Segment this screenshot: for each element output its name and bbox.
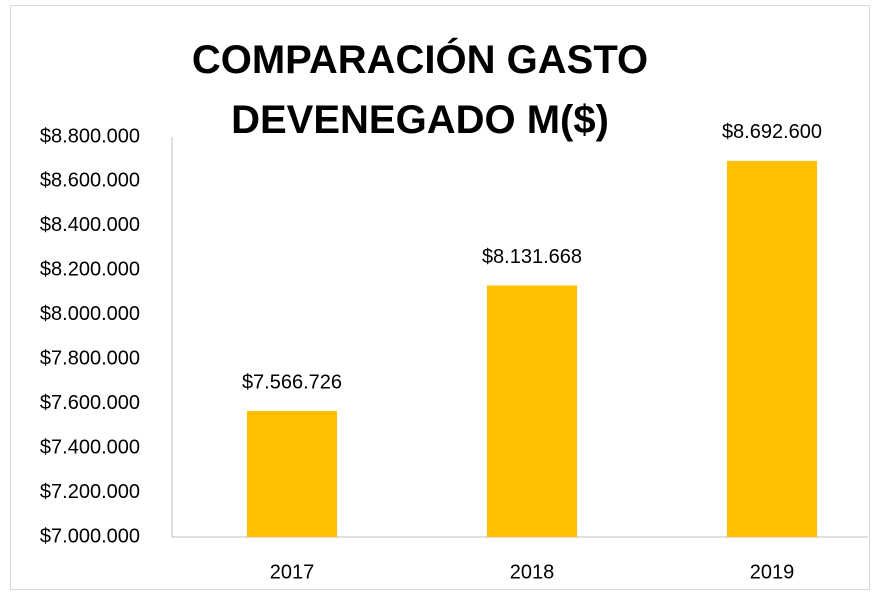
y-tick-label: $8.200.000 [40,259,140,281]
y-tick-label: $7.200.000 [40,481,140,503]
y-tick-label: $8.000.000 [40,303,140,325]
y-tick-label: $7.400.000 [40,436,140,458]
x-tick-label: 2018 [510,561,555,583]
y-tick-label: $8.800.000 [40,125,140,147]
bar [487,285,577,537]
chart-border [10,5,870,590]
x-tick-label: 2017 [270,561,315,583]
data-label: $8.131.668 [482,246,582,268]
y-tick-label: $8.400.000 [40,214,140,236]
y-tick-label: $7.800.000 [40,348,140,370]
y-tick-label: $7.600.000 [40,392,140,414]
bar [727,160,817,537]
data-label: $8.692.600 [722,121,822,143]
y-tick-label: $8.600.000 [40,170,140,192]
chart-title: COMPARACIÓN GASTO DEVENEGADO M($) [191,38,649,142]
bar [247,411,337,537]
data-label: $7.566.726 [242,371,342,393]
x-tick-label: 2019 [750,561,795,583]
y-tick-label: $7.000.000 [40,525,140,547]
